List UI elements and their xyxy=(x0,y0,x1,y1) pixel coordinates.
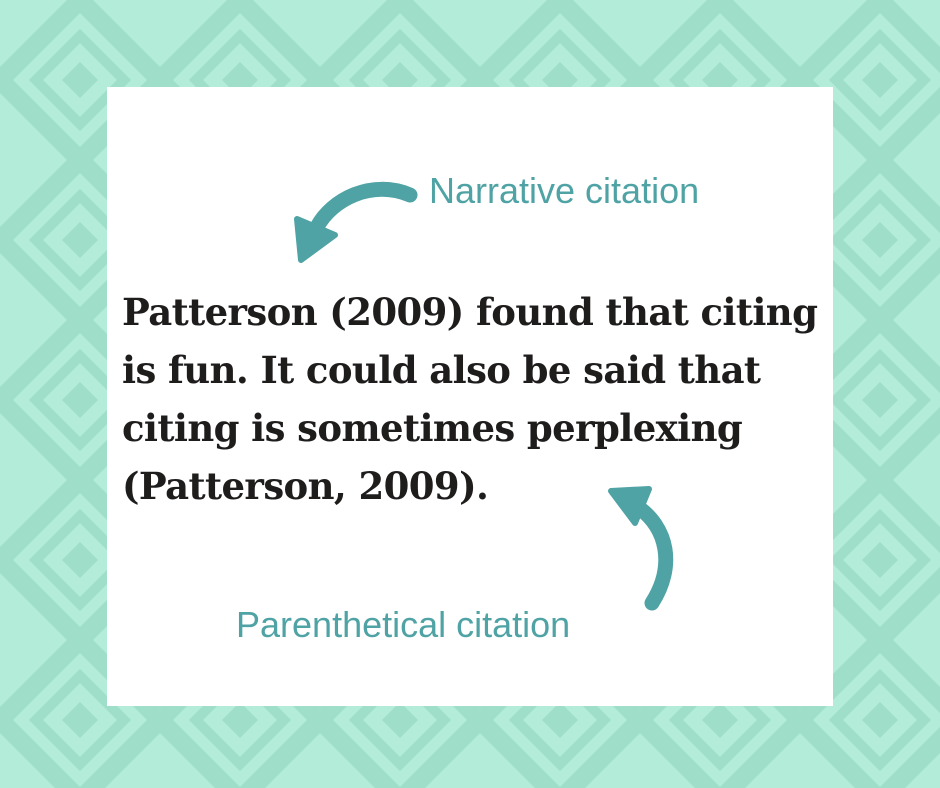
curved-arrow-narrative-icon xyxy=(294,181,418,263)
content-card: Narrative citation Patterson (2009) foun… xyxy=(107,87,833,706)
curved-arrow-parenthetical-icon xyxy=(608,486,674,611)
parenthetical-citation-label: Parenthetical citation xyxy=(236,604,571,645)
narrative-citation-label: Narrative citation xyxy=(429,170,700,211)
citation-example-text: Patterson (2009) found that citing is fu… xyxy=(122,290,818,508)
